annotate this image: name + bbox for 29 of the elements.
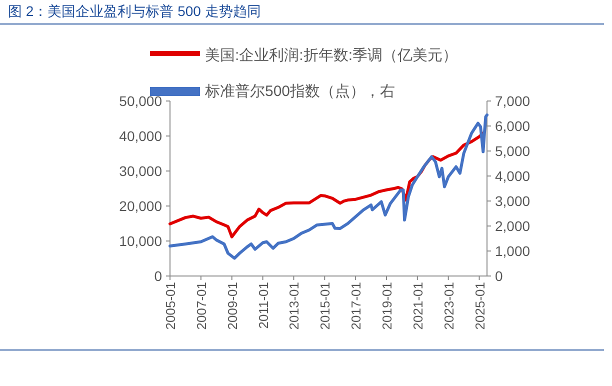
- x-tick-label: 2019-01: [379, 282, 394, 330]
- y-tick-label: 0: [154, 268, 162, 284]
- line-series: [168, 114, 488, 260]
- x-tick-label: 2007-01: [194, 282, 209, 330]
- legend-label: 标准普尔500指数（点），右: [204, 83, 396, 100]
- y-tick-label: 20,000: [119, 198, 162, 214]
- y2-tick-label: 3,000: [495, 193, 530, 209]
- chart-title: 图 2：美国企业盈利与标普 500 走势趋同: [8, 3, 261, 19]
- x-tick-label: 2017-01: [348, 282, 364, 330]
- y2-tick-label: 7,000: [495, 93, 530, 109]
- y2-tick-label: 5,000: [495, 143, 530, 159]
- y2-tick-label: 6,000: [495, 118, 530, 134]
- y2-tick-label: 4,000: [495, 168, 530, 184]
- y2-tick-label: 1,000: [495, 243, 530, 259]
- x-tick-label: 2025-01: [472, 282, 488, 330]
- x-tick-label: 2005-01: [163, 282, 178, 330]
- y-tick-label: 10,000: [119, 233, 162, 249]
- legend-label: 美国:企业利润:折年数:季调（亿美元）: [205, 47, 458, 64]
- y-tick-label: 30,000: [119, 163, 162, 179]
- x-tick-label: 2021-01: [410, 282, 426, 330]
- y-tick-label: 40,000: [119, 128, 162, 144]
- x-tick-label: 2023-01: [441, 282, 456, 330]
- x-tick-label: 2009-01: [224, 282, 240, 330]
- x-tick-label: 2011-01: [256, 282, 271, 329]
- x-tick-label: 2015-01: [318, 282, 333, 330]
- y2-tick-label: 2,000: [495, 218, 530, 234]
- y2-tick-label: 0: [495, 268, 503, 284]
- x-tick-label: 2013-01: [286, 282, 302, 330]
- y-tick-label: 50,000: [119, 93, 162, 109]
